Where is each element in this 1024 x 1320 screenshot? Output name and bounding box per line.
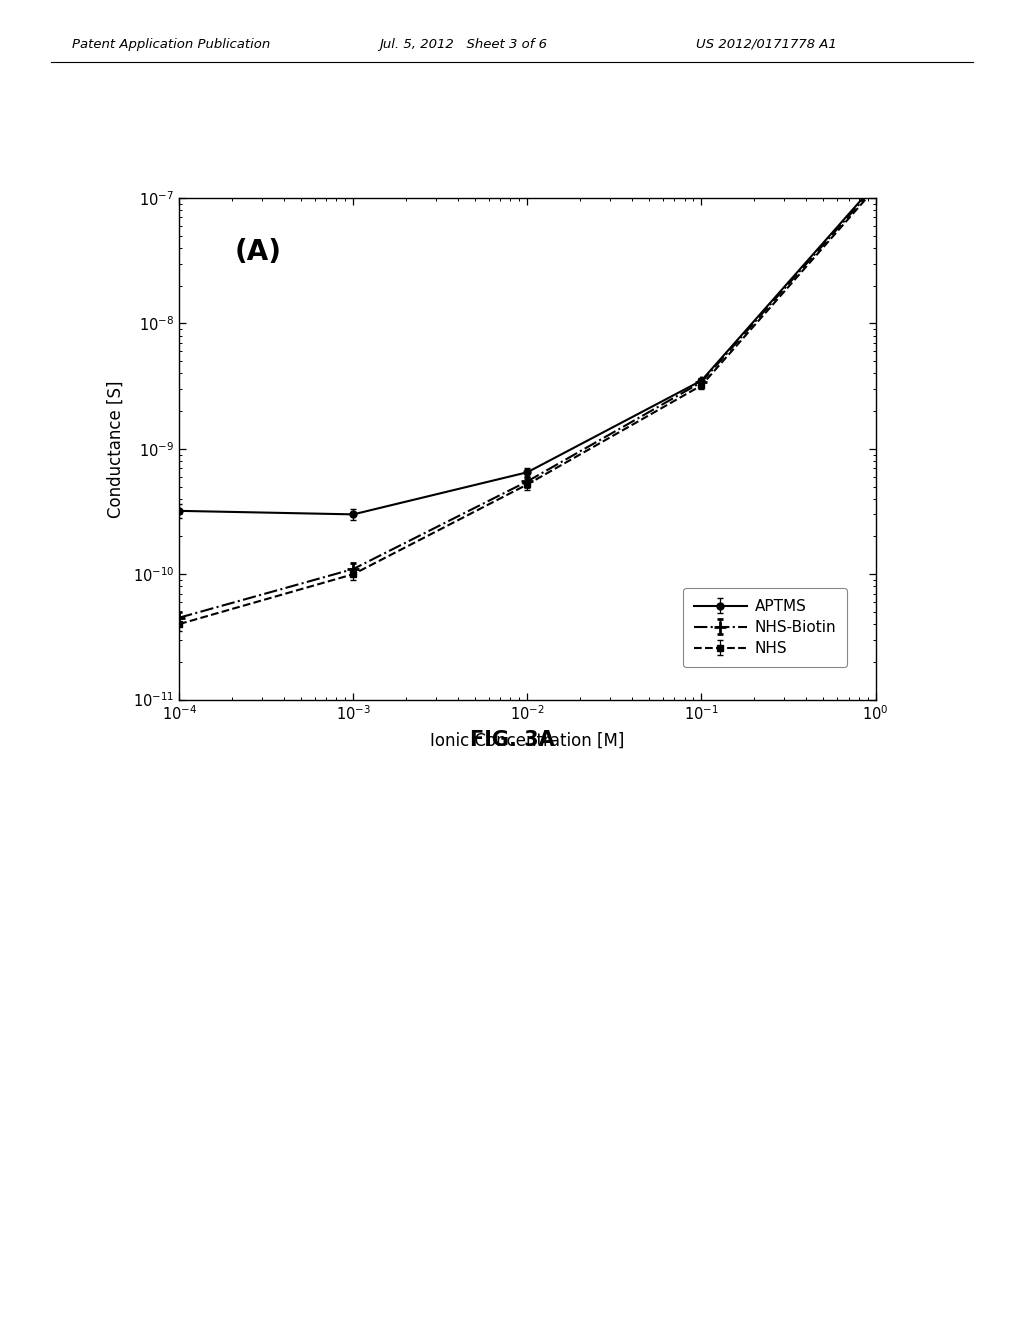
Text: Patent Application Publication: Patent Application Publication: [72, 37, 270, 50]
Y-axis label: Conductance [S]: Conductance [S]: [106, 380, 124, 517]
Text: FIG. 3A: FIG. 3A: [470, 730, 554, 750]
X-axis label: Ionic Concentration [M]: Ionic Concentration [M]: [430, 731, 625, 750]
Text: (A): (A): [234, 238, 282, 267]
Text: US 2012/0171778 A1: US 2012/0171778 A1: [696, 37, 837, 50]
Text: Jul. 5, 2012   Sheet 3 of 6: Jul. 5, 2012 Sheet 3 of 6: [379, 37, 547, 50]
Legend: APTMS, NHS-Biotin, NHS: APTMS, NHS-Biotin, NHS: [683, 589, 847, 667]
